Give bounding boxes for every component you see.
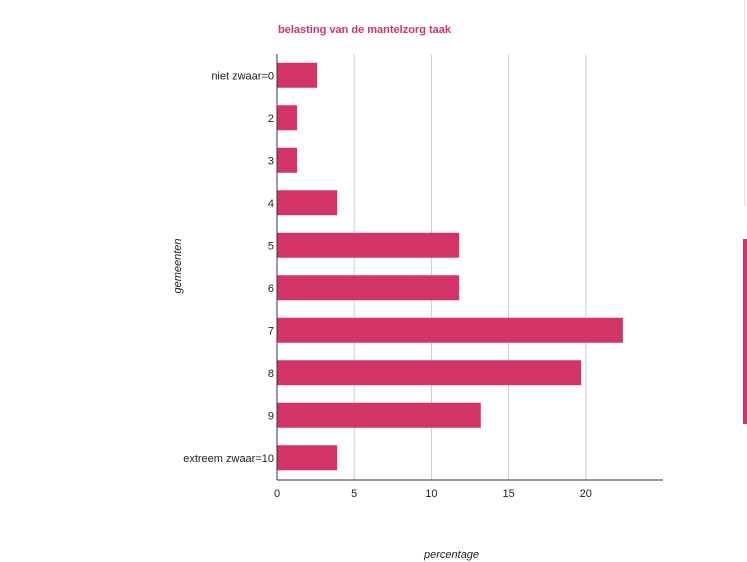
x-tick-label: 20: [580, 488, 592, 500]
y-tick-label: niet zwaar=0: [211, 70, 274, 82]
x-tick-label: 5: [351, 488, 357, 500]
y-axis-title: gemeenten: [172, 238, 184, 294]
y-tick-label: 2: [268, 113, 274, 125]
x-tick-label: 15: [502, 488, 514, 500]
bar: [277, 62, 318, 88]
x-axis-title: percentage: [424, 549, 480, 561]
side-panel-frame: [744, 0, 747, 205]
bar: [277, 190, 338, 216]
y-tick-label: 7: [268, 325, 274, 337]
y-tick-label: 3: [268, 155, 274, 167]
y-tick-label: 9: [268, 410, 274, 422]
y-tick-label: 4: [268, 198, 274, 210]
bar: [277, 445, 338, 471]
bar: [277, 147, 298, 173]
y-tick-label: 5: [268, 240, 274, 252]
x-tick-label: 0: [274, 488, 280, 500]
x-tick-label: 10: [425, 488, 437, 500]
y-tick-label: 6: [268, 283, 274, 295]
chart-title: belasting van de mantelzorg taak: [278, 24, 451, 36]
bar: [277, 232, 460, 258]
y-tick-label: 8: [268, 368, 274, 380]
bar: [277, 275, 460, 301]
bar: [277, 317, 623, 343]
side-panel-accent: [743, 239, 747, 424]
y-tick-label: extreem zwaar=10: [183, 453, 274, 465]
bar: [277, 360, 582, 386]
bar: [277, 402, 481, 428]
bar: [277, 105, 298, 131]
